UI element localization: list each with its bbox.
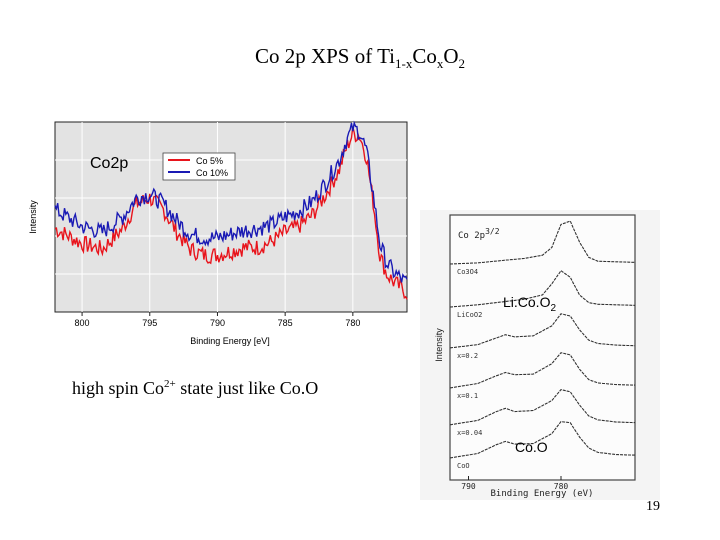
series-label: x=0.04 (457, 429, 482, 437)
reference-curve-2 (449, 313, 635, 349)
legend-box (162, 152, 236, 181)
plot-area (54, 121, 408, 313)
series-group (449, 220, 636, 459)
x-tick-group: 800 795 790 785 780 (75, 312, 360, 328)
x-tick-label: 795 (142, 318, 157, 328)
legend: Co 5% Co 10% (162, 152, 236, 181)
annotation-coo: Co.O (515, 439, 548, 455)
y-axis-label: Intensity (434, 328, 444, 362)
x-tick-group: 790 780 (461, 476, 568, 491)
scan-background (420, 210, 660, 500)
x-tick-label: 780 (554, 482, 569, 491)
series-label: x=0.2 (457, 352, 478, 360)
x-axis-label: Binding Energy [eV] (190, 336, 270, 346)
grid-lines (55, 122, 407, 312)
caption-end: state just like Co.O (175, 378, 319, 398)
annotation-licoo2: Li.Co.O2 (503, 294, 556, 314)
caption-main: high spin Co (72, 378, 165, 398)
x-tick-label: 780 (345, 318, 360, 328)
series-label: LiCoO2 (457, 311, 482, 319)
panel-label-sup: 3/2 (485, 227, 500, 236)
series-line-0 (54, 126, 408, 300)
title-mid: Co (412, 44, 437, 68)
series-line-1 (54, 120, 408, 283)
reference-curve-0 (449, 220, 636, 265)
caption-sup: 2+ (164, 378, 176, 390)
page-number: 19 (646, 499, 660, 514)
title-sub-2: x (436, 56, 444, 72)
x-tick-label: 790 (461, 482, 476, 491)
annotation-licoo2-main: Li.Co.O (503, 294, 551, 310)
series-label-group: Co3O4 LiCoO2 x=0.2 x=0.1 x=0.04 CoO (457, 268, 482, 470)
title-sub-1: 1-x (395, 56, 413, 72)
series-label: Co3O4 (457, 268, 478, 276)
series-group (54, 120, 408, 300)
title-sub-3: 2 (458, 56, 466, 72)
x-axis-label: Binding Energy (eV) (491, 489, 594, 499)
legend-label-co5: Co 5% (196, 156, 223, 166)
caption: high spin Co2+ state just like Co.O (72, 378, 318, 399)
x-tick-label: 800 (75, 318, 90, 328)
panel-label-main: Co 2p (458, 231, 485, 241)
x-tick-label: 790 (210, 318, 225, 328)
panel-label: Co2p (90, 155, 128, 172)
plot-frame (449, 214, 636, 481)
annotation-licoo2-sub: 2 (550, 303, 556, 314)
title-end: O (443, 44, 459, 68)
legend-label-co10: Co 10% (196, 168, 228, 178)
reference-curve-3 (449, 352, 635, 389)
title-main: Co 2p XPS of Ti (254, 44, 396, 68)
slide-title: Co 2p XPS of Ti1-xCoxO2 (0, 44, 720, 72)
reference-curve-1 (449, 269, 636, 308)
reference-curve-4 (449, 388, 635, 426)
panel-label: Co 2p3/2 (458, 227, 500, 241)
reference-curve-5 (449, 421, 635, 459)
series-label: x=0.1 (457, 392, 478, 400)
x-tick-label: 785 (278, 318, 293, 328)
y-axis-label: Intensity (28, 200, 38, 234)
series-label: CoO (457, 462, 470, 470)
